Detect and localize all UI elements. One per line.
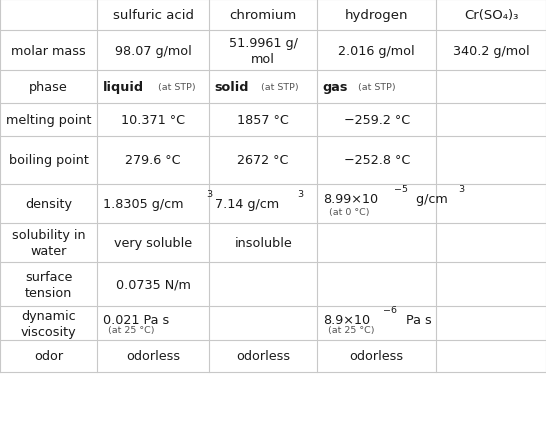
Text: odorless: odorless xyxy=(349,349,404,363)
Text: (at STP): (at STP) xyxy=(158,83,195,92)
Text: surface
tension: surface tension xyxy=(25,271,72,299)
Text: Pa s: Pa s xyxy=(401,313,431,326)
Text: liquid: liquid xyxy=(103,81,144,94)
Text: 2672 °C: 2672 °C xyxy=(238,154,289,167)
Text: (at 25 °C): (at 25 °C) xyxy=(108,325,155,334)
Text: molar mass: molar mass xyxy=(11,44,86,58)
Text: 7.14 g/cm: 7.14 g/cm xyxy=(215,198,278,210)
Text: odorless: odorless xyxy=(126,349,180,363)
Text: boiling point: boiling point xyxy=(9,154,88,167)
Text: 2.016 g/mol: 2.016 g/mol xyxy=(339,44,415,58)
Text: chromium: chromium xyxy=(229,9,297,22)
Text: −5: −5 xyxy=(394,184,408,193)
Text: 3: 3 xyxy=(206,190,212,199)
Text: odor: odor xyxy=(34,349,63,363)
Text: gas: gas xyxy=(323,81,348,94)
Text: sulfuric acid: sulfuric acid xyxy=(112,9,194,22)
Text: 0.021 Pa s: 0.021 Pa s xyxy=(103,313,169,326)
Text: dynamic
viscosity: dynamic viscosity xyxy=(21,309,76,338)
Text: 340.2 g/mol: 340.2 g/mol xyxy=(453,44,530,58)
Text: 8.99×10: 8.99×10 xyxy=(323,192,378,205)
Text: g/cm: g/cm xyxy=(412,192,448,205)
Text: 3: 3 xyxy=(298,190,304,199)
Text: (at STP): (at STP) xyxy=(358,83,395,92)
Text: Cr(SO₄)₃: Cr(SO₄)₃ xyxy=(464,9,518,22)
Text: (at 25 °C): (at 25 °C) xyxy=(328,325,375,334)
Text: density: density xyxy=(25,198,72,210)
Text: 10.371 °C: 10.371 °C xyxy=(121,113,185,127)
Text: 51.9961 g/
mol: 51.9961 g/ mol xyxy=(229,37,298,65)
Text: phase: phase xyxy=(29,81,68,94)
Text: 3: 3 xyxy=(458,184,464,193)
Text: odorless: odorless xyxy=(236,349,290,363)
Text: 0.0735 N/m: 0.0735 N/m xyxy=(116,278,191,291)
Text: −6: −6 xyxy=(383,305,397,314)
Text: solid: solid xyxy=(215,81,249,94)
Text: 279.6 °C: 279.6 °C xyxy=(126,154,181,167)
Text: very soluble: very soluble xyxy=(114,237,192,250)
Text: 1.8305 g/cm: 1.8305 g/cm xyxy=(103,198,183,210)
Text: (at 0 °C): (at 0 °C) xyxy=(329,207,370,216)
Text: −252.8 °C: −252.8 °C xyxy=(343,154,410,167)
Text: 8.9×10: 8.9×10 xyxy=(323,313,370,326)
Text: melting point: melting point xyxy=(6,113,91,127)
Text: −259.2 °C: −259.2 °C xyxy=(343,113,410,127)
Text: solubility in
water: solubility in water xyxy=(12,229,85,258)
Text: hydrogen: hydrogen xyxy=(345,9,408,22)
Text: insoluble: insoluble xyxy=(234,237,292,250)
Text: 98.07 g/mol: 98.07 g/mol xyxy=(115,44,192,58)
Text: 1857 °C: 1857 °C xyxy=(237,113,289,127)
Text: (at STP): (at STP) xyxy=(262,83,299,92)
